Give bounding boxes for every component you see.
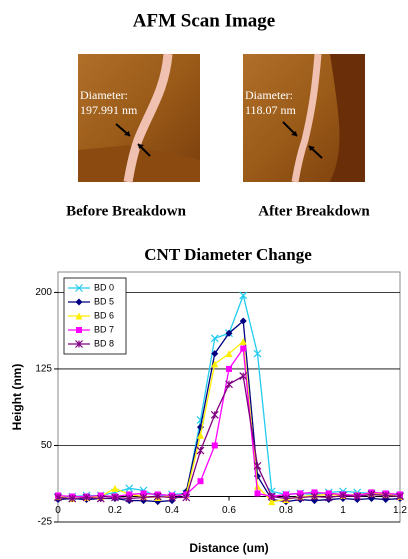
marker <box>168 493 176 502</box>
y-tick-label: -25 <box>38 517 53 528</box>
legend-label: BD 0 <box>94 282 114 292</box>
marker <box>197 431 204 439</box>
legend-label: BD 7 <box>94 324 114 334</box>
marker <box>111 493 119 502</box>
legend-marker <box>76 327 82 333</box>
marker <box>239 337 247 345</box>
marker <box>267 492 276 501</box>
legend-marker <box>75 340 83 348</box>
marker <box>111 484 119 492</box>
afm-image <box>78 53 200 183</box>
marker <box>125 494 134 503</box>
marker <box>126 491 133 498</box>
marker <box>153 492 162 501</box>
annotation: Diameter: <box>245 88 293 102</box>
x-axis-label: Distance (um) <box>189 541 268 555</box>
marker <box>282 494 290 503</box>
caption: Before Breakdown <box>66 203 187 219</box>
x-tick-label: 0.2 <box>108 505 122 516</box>
marker <box>240 345 247 352</box>
marker <box>325 490 332 497</box>
legend-marker <box>75 298 83 306</box>
marker <box>197 478 204 485</box>
marker <box>239 291 248 300</box>
marker <box>254 482 261 490</box>
legend-marker <box>75 284 83 292</box>
marker <box>353 492 362 501</box>
marker <box>239 317 247 325</box>
marker <box>140 490 147 497</box>
marker <box>82 493 91 502</box>
marker <box>311 489 318 496</box>
annotation: 197.991 nm <box>80 103 138 117</box>
marker <box>68 494 77 503</box>
series-line <box>57 340 401 503</box>
y-tick-label: 50 <box>41 440 53 451</box>
marker <box>310 492 319 501</box>
marker <box>297 490 304 497</box>
marker <box>210 410 219 419</box>
y-tick-label: 125 <box>35 364 52 375</box>
marker <box>253 461 262 470</box>
afm-image <box>243 53 365 183</box>
chart-title: CNT Diameter Change <box>144 245 312 264</box>
marker <box>367 490 376 499</box>
x-tick-label: 0.4 <box>165 505 179 516</box>
marker <box>226 365 232 372</box>
marker <box>211 350 219 358</box>
x-tick-label: 0 <box>55 505 61 516</box>
marker <box>239 372 248 381</box>
marker <box>254 490 261 497</box>
marker <box>182 493 191 502</box>
annotation: 118.07 nm <box>245 103 297 117</box>
marker <box>268 498 276 506</box>
marker <box>211 442 218 449</box>
x-tick-label: 1.2 <box>393 505 407 516</box>
marker <box>196 446 205 455</box>
marker <box>225 380 233 389</box>
marker <box>139 493 148 502</box>
marker <box>381 491 390 500</box>
marker <box>54 493 62 502</box>
marker <box>225 329 233 337</box>
legend-label: BD 6 <box>94 310 114 320</box>
legend-marker <box>75 312 83 320</box>
marker <box>125 484 134 493</box>
figure-title: AFM Scan Image <box>133 10 275 31</box>
x-tick-label: 0.8 <box>279 505 293 516</box>
marker <box>210 334 219 343</box>
marker <box>324 493 333 502</box>
marker <box>225 350 233 358</box>
caption: After Breakdown <box>258 203 370 219</box>
y-axis-label: Height (nm) <box>10 364 24 431</box>
marker <box>253 349 262 358</box>
marker <box>96 494 105 503</box>
marker <box>283 491 289 498</box>
marker <box>296 493 305 502</box>
legend-label: BD 5 <box>94 296 114 306</box>
x-tick-label: 1 <box>340 505 346 516</box>
series-line <box>57 375 401 500</box>
marker <box>339 491 347 500</box>
marker <box>211 360 219 368</box>
x-tick-label: 0.6 <box>222 505 236 516</box>
legend-label: BD 8 <box>94 338 114 348</box>
y-tick-label: 200 <box>35 287 52 298</box>
annotation: Diameter: <box>80 88 128 102</box>
marker <box>396 492 404 501</box>
